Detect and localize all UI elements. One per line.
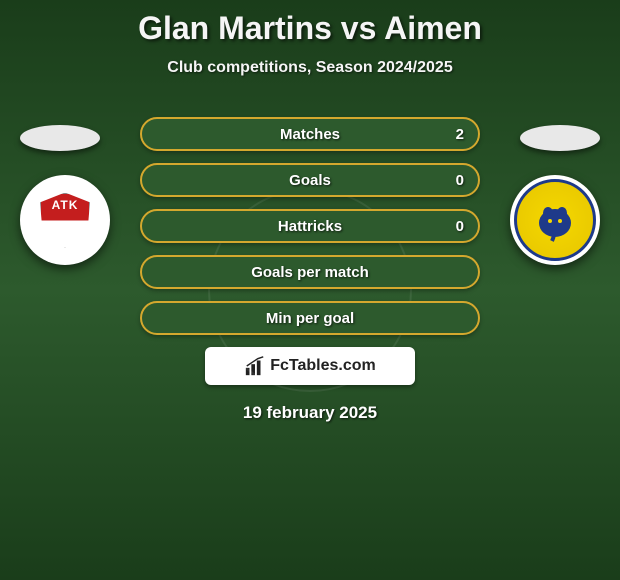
stat-label: Hattricks: [278, 218, 342, 235]
branding-badge[interactable]: FcTables.com: [205, 347, 415, 385]
club-logo-left: [20, 175, 110, 265]
stat-label: Goals: [289, 172, 331, 189]
stat-label: Min per goal: [266, 310, 354, 327]
branding-text: FcTables.com: [270, 357, 376, 375]
subtitle: Club competitions, Season 2024/2025: [0, 59, 620, 77]
stat-value-right: 0: [456, 172, 464, 189]
player-marker-left: [20, 125, 100, 151]
stat-row-hattricks: Hattricks 0: [140, 209, 480, 243]
stats-container: Matches 2 Goals 0 Hattricks 0 Goals per …: [140, 117, 480, 335]
chart-icon: [244, 355, 266, 377]
stat-row-min-per-goal: Min per goal: [140, 301, 480, 335]
page-title: Glan Martins vs Aimen: [0, 0, 620, 47]
player-marker-right: [520, 125, 600, 151]
stat-row-goals-per-match: Goals per match: [140, 255, 480, 289]
stat-row-goals: Goals 0: [140, 163, 480, 197]
stat-value-right: 0: [456, 218, 464, 235]
date-text: 19 february 2025: [0, 403, 620, 423]
club-logo-right: [510, 175, 600, 265]
stat-label: Matches: [280, 126, 340, 143]
stat-label: Goals per match: [251, 264, 369, 281]
kerala-blasters-logo-icon: [514, 179, 596, 261]
stat-row-matches: Matches 2: [140, 117, 480, 151]
atk-logo-icon: [30, 185, 100, 255]
stat-value-right: 2: [456, 126, 464, 143]
